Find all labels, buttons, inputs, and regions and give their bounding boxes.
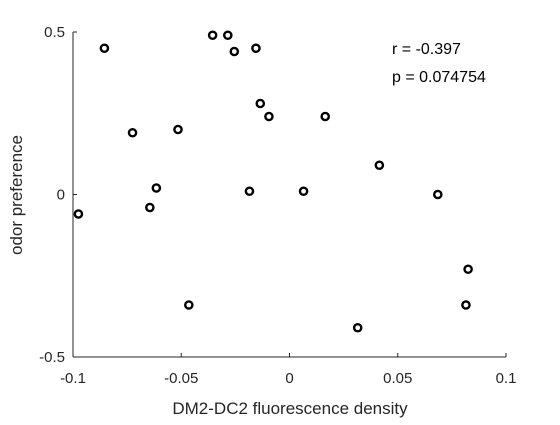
data-point xyxy=(151,183,162,193)
data-point xyxy=(99,43,110,54)
x-tick-label: 0 xyxy=(285,370,293,387)
data-point xyxy=(207,30,218,41)
correlation-annotation: r = -0.397 xyxy=(392,41,461,58)
data-point xyxy=(463,264,473,275)
data-point xyxy=(173,124,183,135)
data-point xyxy=(374,160,385,171)
y-tick-label: 0.5 xyxy=(44,24,65,41)
y-tick-label: 0 xyxy=(57,187,65,204)
data-point xyxy=(320,111,331,122)
x-tick-label: -0.05 xyxy=(164,370,198,387)
data-point xyxy=(352,322,363,333)
data-point xyxy=(244,186,255,197)
data-point xyxy=(145,202,155,213)
data-point xyxy=(184,300,194,310)
y-axis-label: odor preference xyxy=(7,135,26,255)
data-point xyxy=(264,111,274,122)
y-tick-label: -0.5 xyxy=(39,349,65,366)
data-point xyxy=(251,43,261,54)
tick-labels: -0.1 -0.05 0 0.05 0.1 -0.5 0 0.5 xyxy=(39,24,516,387)
data-point xyxy=(222,30,233,41)
x-tick-label: 0.05 xyxy=(383,370,412,387)
x-axis-label: DM2-DC2 fluorescence density xyxy=(172,399,408,418)
x-tick-label: 0.1 xyxy=(496,370,517,387)
p-value-annotation: p = 0.074754 xyxy=(392,69,486,86)
x-tick-label: -0.1 xyxy=(60,370,86,387)
tick-marks xyxy=(72,31,507,358)
data-point xyxy=(461,300,471,310)
data-points xyxy=(73,30,473,333)
data-point xyxy=(229,46,240,57)
data-point xyxy=(298,186,309,197)
data-point xyxy=(127,127,138,138)
data-point xyxy=(433,189,443,200)
data-point xyxy=(73,209,84,219)
data-point xyxy=(255,98,266,109)
